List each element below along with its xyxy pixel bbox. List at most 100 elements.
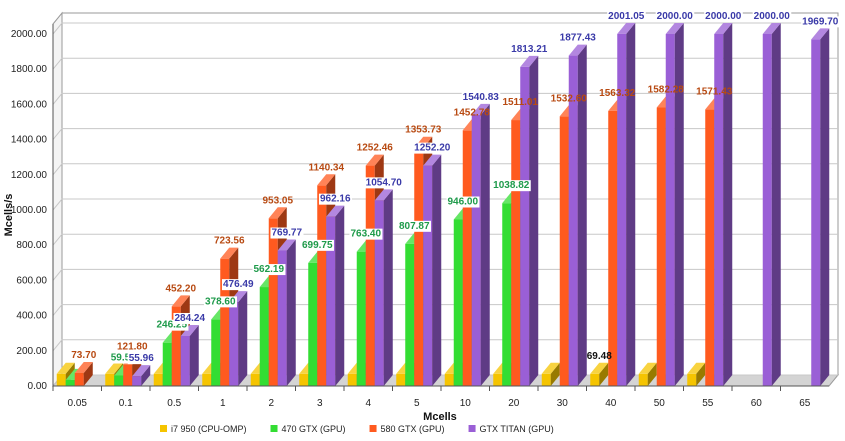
x-axis-title: Mcells [423, 411, 457, 423]
legend-swatch [270, 425, 278, 432]
bar [617, 22, 636, 387]
bar-top [317, 174, 336, 186]
x-tick-label: 30 [557, 398, 569, 409]
data-label-bg [397, 220, 431, 232]
data-label: 1252.46 [357, 143, 394, 154]
bar [590, 362, 609, 386]
data-label: 2000.00 [705, 11, 742, 22]
bar-front [520, 66, 530, 387]
bar-front [202, 373, 212, 386]
bar-front [229, 302, 239, 386]
x-tick-label: 0.5 [167, 398, 181, 409]
bar-side [577, 44, 587, 386]
bar-front [453, 219, 463, 386]
bar-front [74, 373, 84, 386]
data-label: 59.50 [111, 353, 136, 364]
data-label: 1140.34 [308, 162, 344, 173]
bar-front [211, 319, 221, 386]
bar [520, 55, 539, 387]
x-tick-label: 65 [799, 398, 811, 409]
bar [423, 154, 442, 386]
bar-front [308, 262, 318, 386]
legend-item: 580 GTX (GPU) [369, 424, 445, 434]
bar-front [656, 107, 666, 386]
side-wall [52, 11, 63, 388]
bar-front [171, 306, 181, 386]
legend: i7 950 (CPU-OMP) 470 GTX (GPU) 580 GTX (GP… [160, 424, 554, 434]
data-label-bg [655, 11, 695, 22]
x-tick-label: 50 [654, 398, 666, 409]
bar-front [396, 373, 406, 386]
data-label-bg [461, 91, 501, 103]
bar-front [405, 243, 415, 386]
bar [714, 23, 733, 386]
legend-swatch [369, 425, 377, 432]
bar-side [432, 154, 442, 386]
data-label: 562.19 [253, 264, 284, 275]
data-label-bg [364, 177, 404, 189]
bar-front [347, 373, 357, 386]
bar-top [268, 207, 287, 219]
bar-front [687, 373, 697, 386]
bar-side [626, 22, 636, 387]
data-label: 1353.73 [405, 125, 442, 136]
bar-front [762, 34, 772, 386]
data-label-bg [558, 32, 598, 44]
bar-front [365, 165, 375, 386]
data-label: 1582.28 [648, 85, 685, 96]
legend-label: GTX TITAN (GPU) [480, 424, 554, 434]
bar-front [105, 373, 115, 386]
y-tick-label: 0.00 [28, 381, 48, 392]
bar [180, 324, 199, 386]
data-label: 1532.60 [551, 93, 588, 104]
bar-top [471, 103, 490, 115]
bar-side [189, 324, 199, 386]
bar-front [250, 373, 260, 386]
data-label: 246.25 [156, 320, 187, 331]
bar-side [647, 362, 657, 386]
x-tick-label: 1 [220, 398, 226, 409]
data-label: 1540.83 [463, 92, 500, 103]
bar [665, 23, 684, 386]
axis-layer: 0.00200.00400.00600.00800.001000.001200.… [11, 24, 829, 409]
y-tick-label: 200.00 [16, 346, 47, 357]
bar-front [714, 34, 724, 386]
y-tick-label: 1600.00 [11, 99, 48, 110]
bar-side [480, 103, 490, 387]
bar [638, 362, 657, 386]
y-tick-label: 800.00 [16, 240, 47, 251]
bar-top [762, 23, 781, 34]
bar-front [638, 373, 648, 386]
bar-top [811, 28, 830, 40]
x-tick-label: 55 [702, 398, 714, 409]
bar-top [171, 295, 190, 307]
bar-front [811, 39, 821, 387]
bar-front [559, 116, 569, 387]
data-label-bg [127, 353, 156, 365]
bar-front [180, 335, 190, 386]
legend-label: i7 950 (CPU-OMP) [171, 424, 247, 434]
bar-top [220, 247, 239, 259]
bar-side [723, 23, 733, 386]
bar-side [238, 291, 248, 386]
y-tick-label: 400.00 [16, 311, 47, 322]
bar-side [674, 23, 684, 386]
bar-front [493, 373, 503, 386]
bar-layer [56, 22, 830, 387]
data-label: 55.96 [129, 353, 154, 364]
data-label-bg [221, 279, 255, 291]
data-label: 2000.00 [754, 11, 791, 22]
bar-side [335, 205, 345, 386]
bar-top [105, 362, 124, 374]
data-label-bg [752, 11, 792, 22]
bar-top [423, 154, 442, 166]
data-label: 946.00 [447, 197, 478, 208]
bar-top [74, 362, 93, 374]
x-tick-label: 10 [460, 398, 472, 409]
data-label: 69.48 [587, 351, 612, 362]
bar-front [56, 373, 66, 386]
data-label-bg [349, 228, 383, 240]
x-tick-label: 0.05 [68, 398, 88, 409]
x-tick-label: 2 [268, 398, 274, 409]
